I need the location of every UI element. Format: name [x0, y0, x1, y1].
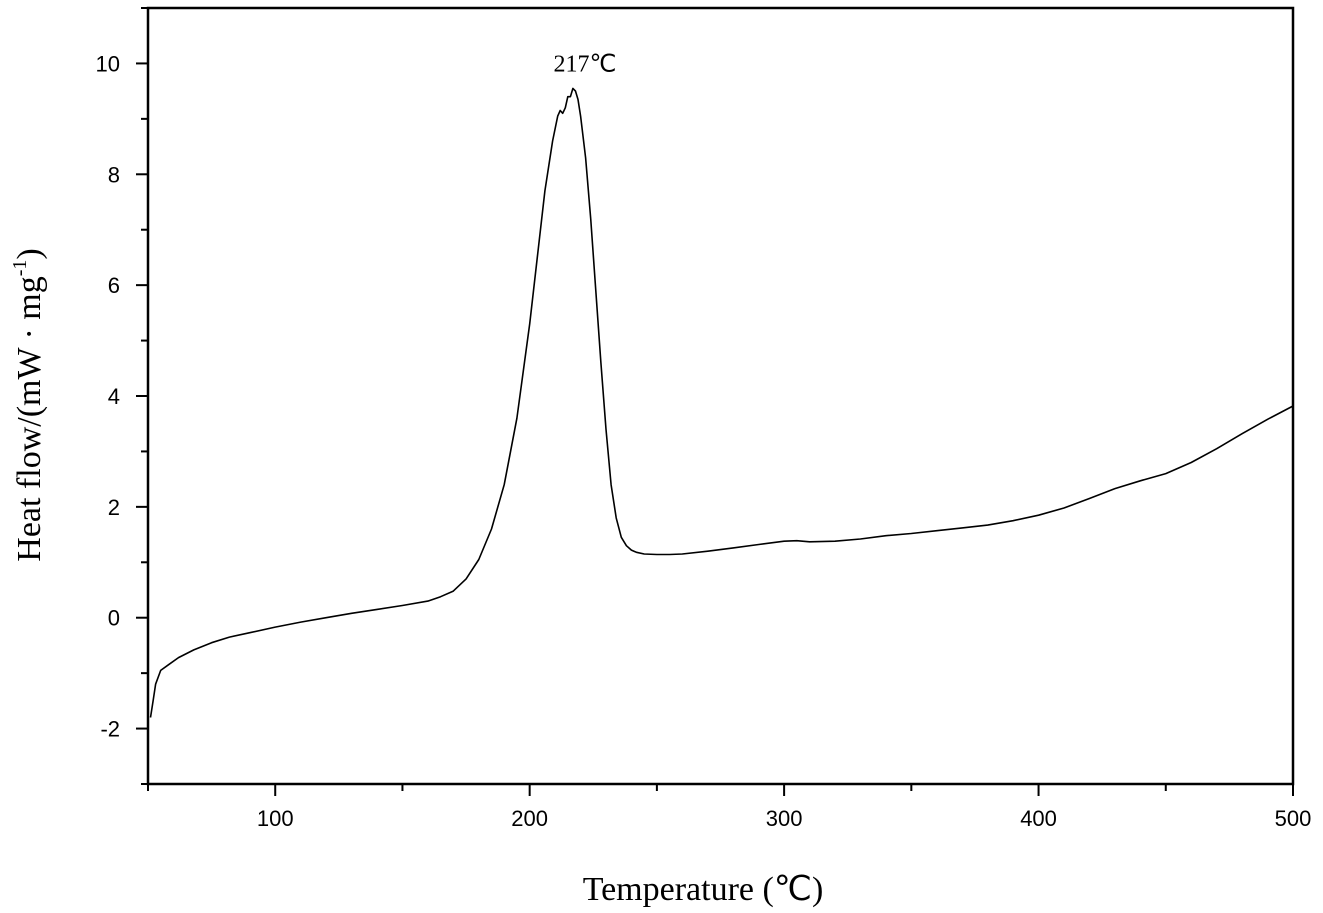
x-axis-title: Temperature (℃) [583, 871, 824, 908]
x-tick-label: 100 [257, 806, 294, 831]
y-axis-title-main: Heat flow/(mW · mg [11, 276, 48, 561]
y-axis-title: Heat flow/(mW · mg-1) [9, 248, 48, 561]
y-tick-label: 6 [108, 273, 120, 298]
x-tick-label: 300 [766, 806, 803, 831]
y-axis-title-close: ) [11, 248, 48, 259]
y-tick-label: 10 [96, 51, 120, 76]
plot-frame [146, 6, 1295, 786]
y-tick-label: -2 [100, 717, 120, 742]
y-tick-label: 0 [108, 606, 120, 631]
y-axis-title-superscript: -1 [9, 260, 31, 277]
axis-ticks [136, 7, 1294, 796]
y-tick-label: 2 [108, 495, 120, 520]
x-tick-label: 200 [511, 806, 548, 831]
x-tick-label: 500 [1275, 806, 1312, 831]
peak-annotation: 217℃ [553, 52, 616, 78]
y-tick-label: 4 [108, 384, 120, 409]
x-tick-label: 400 [1020, 806, 1057, 831]
y-tick-label: 8 [108, 162, 120, 187]
heat-flow-curve [149, 87, 1294, 718]
axis-tick-labels: 100 200 300 400 500 -2 0 2 4 6 8 10 [96, 51, 1312, 831]
